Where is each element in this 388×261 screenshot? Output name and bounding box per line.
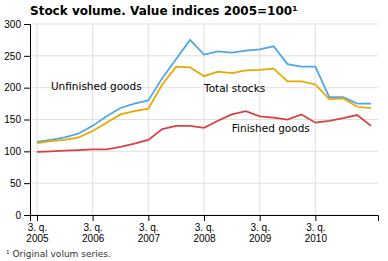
tick: 3. q.2005 <box>26 215 49 244</box>
axis-line <box>31 216 379 222</box>
tick: 3. q.2010 <box>305 215 328 244</box>
title: Stock volume. Value indices 2005=100¹ <box>30 4 297 18</box>
grid-line <box>36 24 37 215</box>
tick-label: 300 <box>4 19 21 30</box>
tick: 300 <box>4 19 30 30</box>
series-label: Finished goods <box>232 122 310 134</box>
tick-mark <box>24 24 30 25</box>
tick-label: 3. q.2010 <box>305 222 328 244</box>
tick: 50 <box>10 178 30 189</box>
grid-line <box>315 24 316 215</box>
y-axis: 0 50 100 150 200 250 300 <box>4 19 30 221</box>
series-line <box>37 111 371 152</box>
series-label: Total stocks <box>203 82 265 94</box>
tick-mark <box>24 88 30 89</box>
tick: 3. q.2006 <box>82 215 105 244</box>
footnote: ¹ Original volum series. <box>6 249 111 259</box>
tick: 0 <box>15 210 30 221</box>
tick-label: 200 <box>4 82 21 93</box>
tick-label: 0 <box>15 210 21 221</box>
tick-label: 3. q.2009 <box>249 222 272 244</box>
grid-line <box>148 24 149 215</box>
tick-mark <box>315 215 316 221</box>
x-axis: 3. q.2005 3. q.2006 3. q.2007 3. q.2008 3. q… <box>26 215 378 244</box>
tick-label: 150 <box>4 114 21 125</box>
tick-mark <box>24 215 30 216</box>
tick-label: 3. q.2007 <box>138 222 161 244</box>
plot: 0501001502002503003. q.20053. q.20063. q… <box>4 19 378 244</box>
tick-mark <box>204 215 205 221</box>
tick-label: 3. q.2005 <box>26 222 49 244</box>
series-line <box>37 67 371 143</box>
tick-label: 50 <box>10 178 22 189</box>
tick: 250 <box>4 51 30 62</box>
tick-mark <box>260 215 261 221</box>
tick: 3. q.2007 <box>138 215 161 244</box>
tick-label: 3. q.2008 <box>193 222 216 244</box>
tick: 200 <box>4 82 30 93</box>
tick-mark <box>37 215 38 221</box>
tick-mark <box>24 120 30 121</box>
grid-line <box>92 24 93 215</box>
series-label: Unfinished goods <box>51 80 142 92</box>
tick: 3. q.2009 <box>249 215 272 244</box>
grid-line <box>259 24 260 215</box>
chart: 0501001502002503003. q.20053. q.20063. q… <box>0 0 388 261</box>
tick: 100 <box>4 146 30 157</box>
grid <box>30 24 378 215</box>
tick-label: 250 <box>4 51 21 62</box>
tick: 3. q.2008 <box>193 215 216 244</box>
grid-line <box>204 24 205 215</box>
tick-mark <box>93 215 94 221</box>
tick-label: 100 <box>4 146 21 157</box>
tick-mark <box>24 183 30 184</box>
tick-label: 3. q.2006 <box>82 222 105 244</box>
tick-mark <box>24 151 30 152</box>
tick-mark <box>148 215 149 221</box>
axis-line <box>24 25 31 216</box>
tick-mark <box>24 56 30 57</box>
lines <box>37 40 371 152</box>
tick: 150 <box>4 114 30 125</box>
